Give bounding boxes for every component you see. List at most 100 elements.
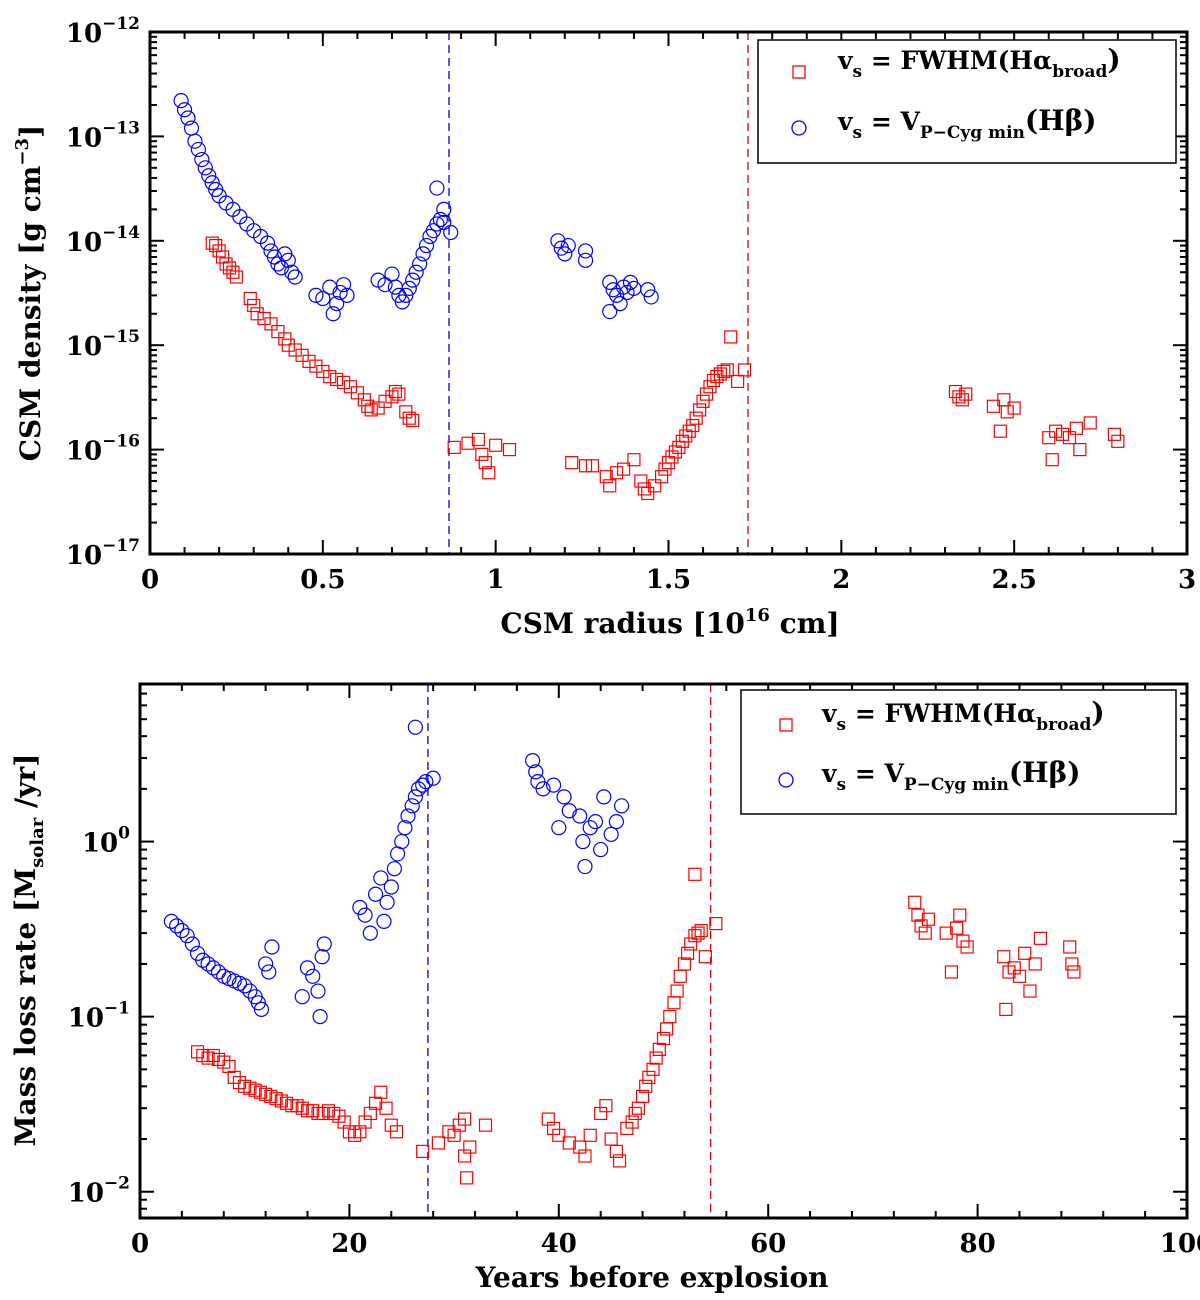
density-circle-point [280,252,296,268]
density-square-point [257,311,271,326]
mass-loss-panel: 0 20 40 60 80 100 10−2 10−1 100 vs = FWHM(Hαbroa… [9,682,1200,1294]
mass-loss-circle-point [373,870,389,886]
density-circle-point [602,303,618,320]
mass-loss-square-point [677,957,692,971]
mass-loss-y-tick-label: 10−2 [68,1174,130,1209]
mass-loss-square-point [660,1022,674,1036]
density-x-tick-label: 1.5 [646,565,691,595]
mass-loss-square-point [442,1125,456,1139]
mass-loss-square-point [583,1128,597,1142]
density-square-point [693,403,707,417]
mass-loss-circle-point [525,753,541,769]
density-y-tick-label: 10−14 [66,223,140,258]
mass-loss-square-point [337,1115,351,1129]
density-circle-point [429,180,445,196]
mass-loss-circle-point [179,928,195,944]
mass-loss-square-point [667,996,681,1010]
mass-loss-square-point [217,1055,231,1069]
mass-loss-x-tick-label: 0 [131,1229,149,1259]
density-circle-point [190,141,206,158]
mass-loss-square-point [478,1118,493,1132]
mass-loss-circle-point [242,983,258,999]
mass-loss-x-tick-label: 60 [750,1229,786,1259]
mass-loss-square-point [908,895,922,909]
density-square-point [271,324,285,339]
mass-loss-square-point [663,1010,677,1024]
density-square-point [478,456,492,470]
mass-loss-circle-point [367,886,384,902]
mass-loss-legend-marker-square [779,718,793,732]
mass-loss-circle-point [310,983,326,999]
mass-loss-square-point [248,1083,262,1097]
mass-loss-square-point [201,1051,215,1065]
density-circle-point [398,287,414,303]
density-square-point [599,470,613,484]
density-x-tick-label: 2 [832,565,850,595]
mass-loss-circle-point [418,774,434,790]
density-square-point [1045,453,1059,467]
mass-loss-square-point [921,912,935,926]
density-square-point [378,394,392,408]
mass-loss-square-point [416,1144,430,1158]
mass-loss-square-point [196,1048,210,1063]
mass-loss-square-point [631,1101,645,1115]
mass-loss-y-tick-label: 10−1 [68,999,130,1034]
mass-loss-x-axis-label: Years before explosion [474,1261,828,1294]
mass-loss-square-point [639,1079,653,1093]
density-circle-point [335,277,352,293]
mass-loss-square-point [541,1112,555,1126]
mass-loss-square-point [368,1096,383,1110]
density-square-point [205,236,219,250]
density-square-point [948,384,963,399]
density-square-point [309,359,323,373]
density-circle-point [287,269,303,285]
density-square-point [585,459,600,473]
density-square-point [388,384,403,399]
density-square-point [226,265,240,279]
density-square-point [219,257,233,271]
mass-loss-square-point [680,946,695,960]
density-circle-point [418,237,435,254]
density-square-point [627,453,641,467]
mass-loss-square-point [552,1128,566,1142]
density-x-tick-label: 2.5 [992,565,1037,595]
mass-loss-square-point [562,1136,576,1150]
mass-loss-square-point [628,1106,642,1121]
density-circle-point [557,246,573,262]
mass-loss-circle-point [404,798,420,814]
density-square-point [1007,401,1021,415]
density-square-point [641,486,655,501]
mass-loss-y-tick-label: 100 [82,824,130,859]
density-square-point [336,375,351,390]
mass-loss-square-point [1007,961,1021,975]
mass-loss-ticks [139,684,1188,1218]
mass-loss-square-point [944,965,959,979]
mass-loss-square-point [243,1081,257,1095]
mass-loss-square-point [1012,969,1027,983]
mass-loss-square-point [348,1128,362,1142]
density-square-point [1107,427,1122,441]
density-square-point [1000,405,1014,419]
density-circle-point [308,287,324,303]
density-x-axis-label: CSM radius [1016 cm] [500,605,839,640]
mass-loss-circle-point [425,770,441,786]
mass-loss-square-point [227,1070,241,1084]
density-circle-point [408,264,424,280]
mass-loss-circle-point [561,803,577,819]
density-circle-point [432,211,448,228]
density-circle-point [194,151,210,168]
density-legend-marker-circle [791,120,807,136]
density-square-point [385,390,399,404]
density-circle-point [412,256,428,272]
mass-loss-circle-point [261,964,277,980]
density-legend-marker-square [792,65,806,79]
density-circle-point [266,249,283,265]
density-ticks [149,31,1188,555]
density-points [173,93,1125,501]
mass-loss-square-point [306,1104,320,1118]
mass-loss-square-point [684,937,698,951]
density-square-point [610,466,624,480]
density-square-point [243,291,257,306]
mass-loss-square-point [546,1121,561,1136]
mass-loss-circle-point [394,833,410,850]
